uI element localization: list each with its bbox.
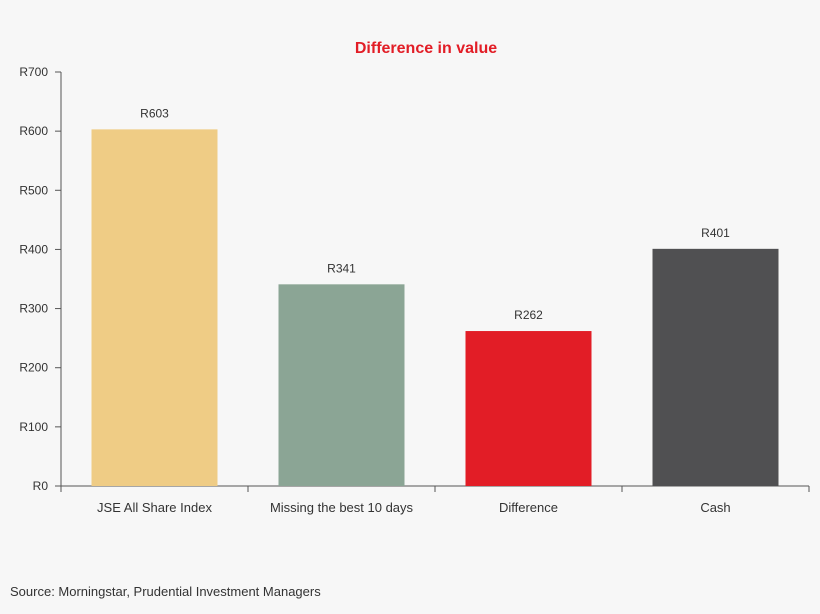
bar [652, 248, 779, 486]
bars-group: R603 R341 R262 R401 [91, 106, 779, 486]
source-note: Source: Morningstar, Prudential Investme… [10, 584, 321, 599]
bar-data-label: R341 [327, 261, 356, 275]
y-tick-label: R300 [19, 302, 48, 316]
y-tick-label: R400 [19, 242, 48, 256]
bar-data-label: R603 [140, 106, 169, 120]
y-tick-label: R100 [19, 420, 48, 434]
bar [91, 129, 218, 486]
y-tick-label: R200 [19, 361, 48, 375]
bar-data-label: R262 [514, 308, 543, 322]
y-tick-label: R600 [19, 124, 48, 138]
x-category-label: Difference [499, 500, 558, 515]
x-category-label: Cash [700, 500, 730, 515]
x-category-label: JSE All Share Index [97, 500, 212, 515]
bar [278, 284, 405, 486]
bar [465, 331, 592, 486]
bar-data-label: R401 [701, 226, 730, 240]
y-tick-label: R0 [33, 479, 49, 493]
y-tick-label: R500 [19, 183, 48, 197]
chart-title: Difference in value [355, 40, 497, 57]
x-category-label: Missing the best 10 days [270, 500, 414, 515]
y-tick-label: R700 [19, 65, 48, 79]
x-axis-ticks: JSE All Share Index Missing the best 10 d… [60, 486, 810, 515]
y-axis-ticks: R0 R100 R200 R300 R400 R500 R600 R700 [19, 65, 61, 493]
